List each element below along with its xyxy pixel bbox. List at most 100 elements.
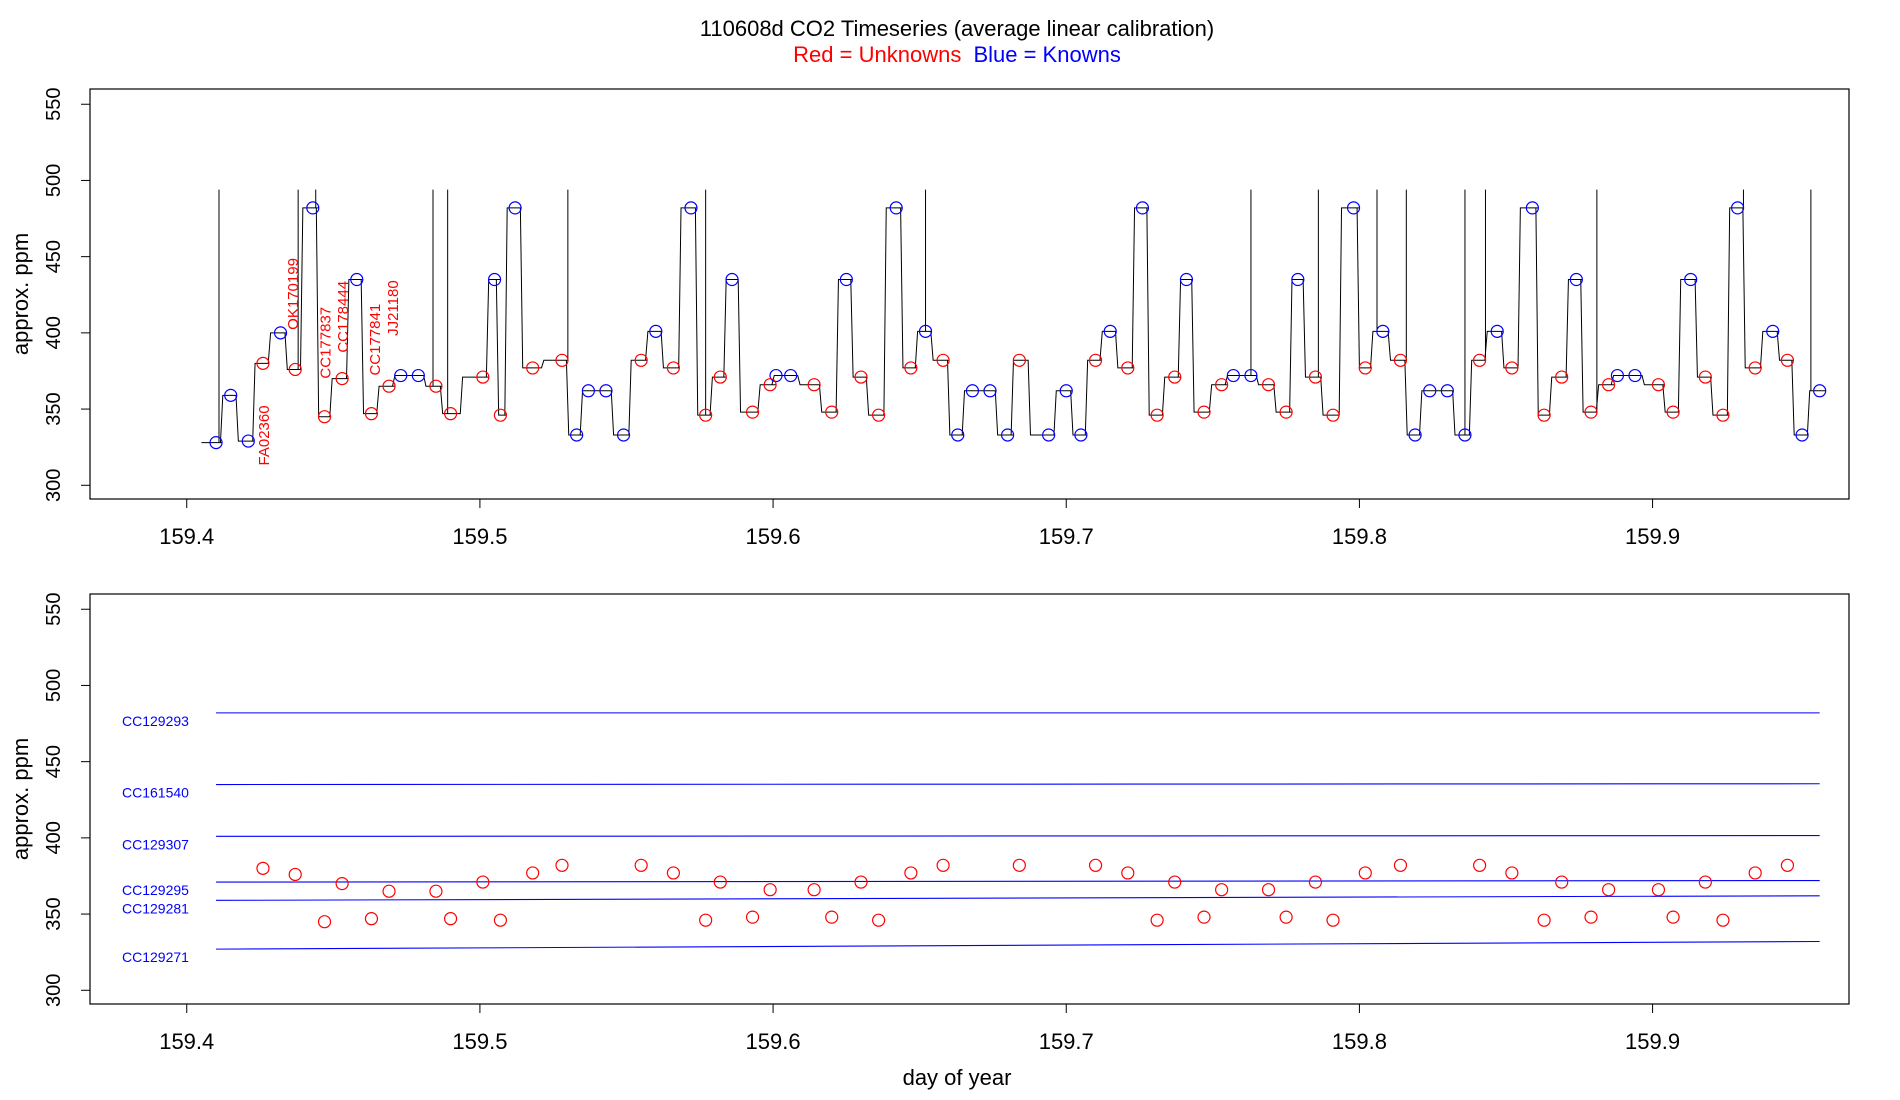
- sample-annotation: CC177841: [367, 304, 384, 376]
- known-point: [918, 324, 933, 338]
- known-point: [649, 324, 663, 338]
- top-x-tick-label: 159.9: [1625, 524, 1680, 549]
- unknown-point: [493, 913, 508, 927]
- chart-subtitle: Red = Unknowns Blue = Knowns: [793, 42, 1121, 67]
- known-point: [784, 368, 798, 383]
- unknown-point: [335, 876, 349, 891]
- top-known-markers: [209, 201, 1827, 450]
- top-spikes: [218, 189, 1812, 443]
- known-point: [983, 384, 997, 398]
- top-y-tick-label: 400: [43, 316, 65, 349]
- reference-line: [216, 835, 1820, 837]
- known-point: [350, 272, 364, 287]
- unknown-point: [1555, 370, 1569, 384]
- known-point: [1684, 272, 1698, 287]
- bottom-y-tick-label: 300: [43, 974, 65, 1007]
- unknown-point: [634, 858, 648, 872]
- unknown-point: [825, 405, 839, 419]
- known-point: [394, 368, 408, 383]
- bottom-y-tick-label: 350: [43, 897, 65, 930]
- reference-line-label: CC129307: [122, 836, 189, 852]
- unknown-point: [1555, 875, 1569, 889]
- top-plot-frame: [89, 88, 1850, 500]
- known-point: [1408, 428, 1422, 442]
- top-y-tick-label: 500: [43, 164, 65, 197]
- unknown-point: [1748, 866, 1762, 880]
- unknown-point: [807, 378, 821, 392]
- known-point: [725, 272, 739, 287]
- unknown-point: [1261, 378, 1276, 392]
- unknown-point: [872, 408, 886, 422]
- bottom-y-tick-label: 450: [43, 745, 65, 778]
- unknown-point: [429, 884, 443, 898]
- known-point: [224, 388, 238, 402]
- bottom-unknown-markers: [256, 858, 1795, 929]
- unknown-point: [936, 353, 950, 367]
- unknown-point: [1326, 408, 1340, 422]
- known-point: [769, 368, 783, 383]
- top-x-tick-label: 159.6: [746, 524, 801, 549]
- known-point: [1244, 368, 1258, 383]
- sample-annotations: FA02360 OK170199 CC177837 CC178444 CC177841 J…: [256, 258, 402, 465]
- unknown-point: [904, 361, 918, 375]
- unknown-point: [699, 913, 713, 927]
- reference-line: [216, 895, 1820, 901]
- bottom-x-axis: 159.4 159.5 159.6 159.7 159.8 159.9: [159, 1004, 1680, 1054]
- unknown-point: [317, 915, 332, 929]
- known-point: [1423, 384, 1437, 398]
- unknown-point: [1088, 858, 1103, 872]
- unknown-point: [443, 407, 458, 421]
- bottom-x-tick-label: 159.9: [1625, 1029, 1680, 1054]
- unknown-point: [1012, 353, 1026, 367]
- unknown-point: [1358, 361, 1372, 375]
- unknown-point: [364, 912, 379, 926]
- known-point: [1179, 272, 1194, 287]
- top-x-tick-label: 159.5: [452, 524, 507, 549]
- known-point: [616, 428, 631, 442]
- unknown-point: [335, 371, 349, 386]
- top-x-axis: 159.4 159.5 159.6 159.7 159.8 159.9: [159, 499, 1680, 549]
- unknown-point: [1279, 405, 1293, 419]
- unknown-point: [666, 866, 681, 880]
- unknown-point: [1012, 858, 1026, 872]
- unknown-point: [1150, 408, 1164, 422]
- unknown-point: [1197, 405, 1211, 419]
- chart-title: 110608d CO2 Timeseries (average linear c…: [700, 16, 1214, 41]
- reference-line-label: CC161540: [122, 785, 189, 801]
- known-point: [1440, 384, 1454, 398]
- unknown-point: [713, 370, 727, 384]
- unknown-point: [634, 353, 648, 367]
- unknown-point: [745, 405, 760, 419]
- sample-annotation: OK170199: [285, 258, 302, 330]
- unknown-point: [317, 410, 332, 424]
- known-point: [684, 201, 698, 215]
- unknown-point: [555, 353, 569, 367]
- unknown-point: [936, 858, 950, 872]
- known-point: [1569, 272, 1583, 287]
- reference-line: [216, 783, 1820, 786]
- unknown-point: [1602, 883, 1616, 897]
- known-point: [487, 272, 502, 287]
- sample-annotation: JJ21180: [385, 280, 402, 336]
- unknown-point: [1780, 858, 1795, 872]
- unknown-point: [1121, 866, 1135, 880]
- x-axis-label: day of year: [903, 1065, 1012, 1090]
- known-point: [1059, 384, 1073, 398]
- unknown-point: [872, 913, 886, 927]
- unknown-point: [382, 379, 396, 393]
- unknown-point: [1666, 405, 1680, 419]
- reference-line: [216, 879, 1820, 883]
- unknown-point: [1780, 353, 1795, 367]
- known-point: [1226, 368, 1240, 383]
- known-point: [273, 326, 288, 340]
- unknown-point: [1168, 875, 1182, 889]
- known-point: [209, 436, 223, 450]
- unknown-point: [1261, 883, 1276, 897]
- reference-line-label: CC129271: [122, 949, 189, 965]
- known-point: [1001, 428, 1015, 442]
- known-point: [241, 434, 255, 448]
- unknown-point: [288, 362, 302, 377]
- reference-line-label: CC129281: [122, 900, 189, 916]
- unknown-point: [745, 910, 760, 924]
- unknown-point: [1121, 361, 1135, 375]
